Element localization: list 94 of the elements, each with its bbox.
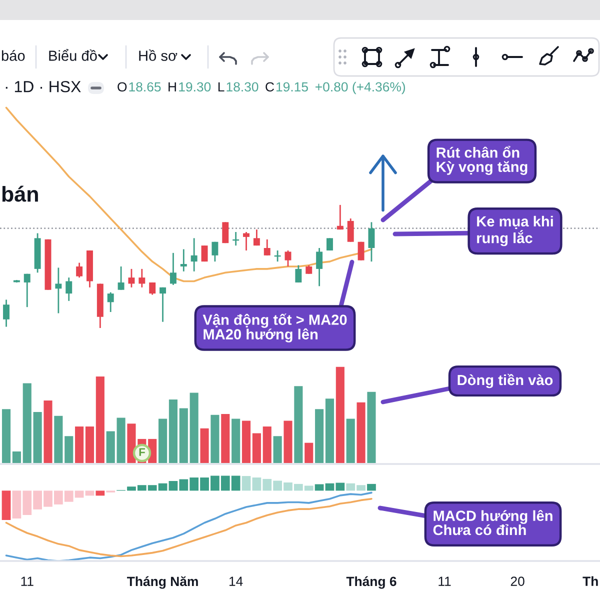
text: O (118, 82, 127, 92)
candlestick (107, 292, 114, 313)
bar (284, 420, 292, 463)
annotation: Dòng tiền vào (458, 374, 553, 388)
x-tick-label: Th (582, 576, 598, 586)
candlestick (149, 282, 156, 296)
bar (304, 442, 314, 463)
candlestick (201, 244, 208, 262)
text: H (168, 82, 176, 92)
annotation: MACD hướng lên Chưa có đỉnh (433, 510, 552, 536)
candlestick (170, 252, 176, 286)
text: 19.15 (276, 82, 308, 92)
bar (200, 428, 209, 463)
bar (96, 490, 105, 496)
candlestick (347, 218, 354, 243)
candlestick (212, 241, 218, 262)
bar (273, 436, 282, 463)
bar (367, 392, 376, 463)
bar (367, 484, 376, 491)
bar (210, 414, 220, 463)
bar (54, 416, 63, 463)
bar (336, 366, 344, 463)
candlestick (55, 267, 62, 314)
candlestick (76, 262, 83, 278)
candlestick (138, 268, 146, 288)
bar (232, 418, 240, 463)
candlestick (24, 273, 30, 308)
bar (44, 400, 52, 463)
bar (346, 418, 355, 463)
bar (252, 433, 261, 463)
text: +0.80 (+4.36%) (316, 82, 406, 94)
bar (106, 431, 115, 463)
bar (64, 436, 74, 463)
candlestick (368, 221, 375, 262)
candlestick (180, 248, 187, 272)
bar (75, 426, 84, 463)
bar (85, 426, 94, 463)
text: Biểu đồ (49, 49, 97, 61)
candlestick (284, 250, 292, 268)
candlestick (243, 231, 250, 252)
bar (168, 400, 178, 463)
candlestick (222, 221, 229, 244)
candlestick (326, 237, 333, 252)
bar (242, 476, 251, 491)
bar (33, 412, 42, 463)
bar (116, 418, 126, 463)
text: 18.30 (226, 82, 258, 92)
x-tick-label: 11 (438, 576, 451, 586)
candlestick (128, 268, 135, 288)
candlestick (336, 204, 344, 230)
bar (242, 420, 251, 463)
chart-title: bán (2, 186, 38, 202)
annotation: Ke mụa khi rung lắc (477, 216, 553, 246)
candlestick (160, 286, 166, 323)
x-tick-label: Tháng Năm (127, 576, 198, 589)
text: Rút chân ổn Kỳ vọng tăng (436, 146, 528, 175)
bar (262, 426, 272, 463)
bar (325, 398, 334, 463)
bar (22, 383, 32, 463)
bar (158, 418, 168, 463)
bar (190, 392, 198, 463)
annotation: Vận động tốt > MA20 MA20 hướng lên (202, 314, 347, 342)
x-tick-label: Tháng 6 (346, 576, 396, 589)
bar (2, 409, 11, 463)
bar (221, 414, 230, 463)
candlestick (295, 264, 302, 284)
candlestick (190, 237, 198, 272)
candlestick (264, 238, 270, 256)
candlestick (66, 276, 72, 302)
x-tick-label: 20 (510, 576, 524, 586)
candlestick (358, 241, 364, 262)
candlestick (316, 247, 323, 287)
x-tick-label: 14 (229, 576, 243, 586)
bar (96, 376, 104, 463)
bar (12, 451, 21, 463)
annotation: F (139, 448, 145, 456)
x-tick-label: 11 (21, 576, 34, 586)
bar (179, 408, 188, 463)
bar (85, 490, 94, 496)
bar (294, 386, 303, 463)
text: Hồ sơ (139, 50, 178, 61)
text: · 1D · HSX (6, 80, 81, 92)
bar (356, 402, 366, 463)
candlestick (118, 266, 124, 291)
candlestick (253, 228, 260, 246)
bar (314, 484, 324, 491)
bar (2, 490, 11, 520)
text: 19.30 (179, 82, 211, 92)
text: C (266, 82, 274, 92)
bar (315, 409, 324, 463)
candlestick (3, 299, 10, 328)
text: L (218, 82, 224, 92)
text: báo (2, 50, 25, 61)
text: 18.65 (129, 82, 161, 92)
